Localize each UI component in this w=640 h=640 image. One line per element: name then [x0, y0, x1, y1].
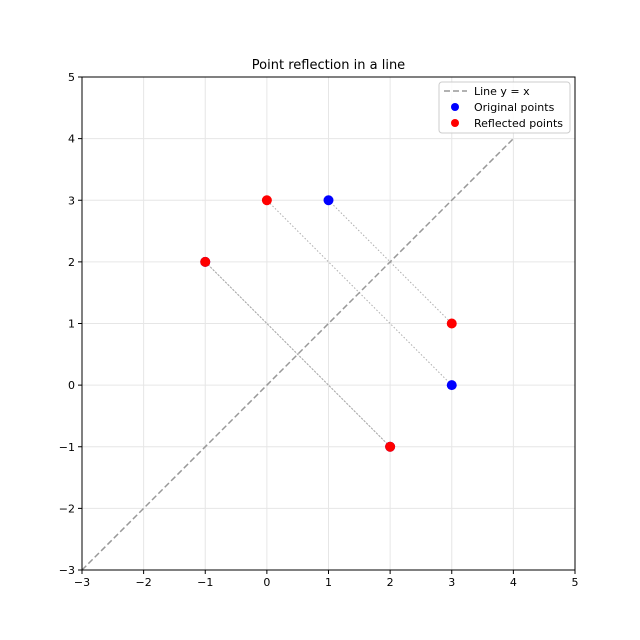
x-tick-label: −2	[136, 576, 152, 589]
y-tick-label: −2	[59, 502, 75, 515]
reflected-point	[200, 256, 211, 267]
connector-line	[328, 199, 453, 324]
original-point	[323, 195, 334, 206]
data-points	[200, 195, 457, 452]
legend-entry-original: Original points	[474, 101, 555, 114]
y-tick-label: 5	[68, 71, 75, 84]
x-tick-label: 3	[448, 576, 455, 589]
x-tick-label: 0	[263, 576, 270, 589]
y-tick-label: −3	[59, 564, 75, 577]
legend-box	[438, 81, 571, 134]
reflected-point	[385, 441, 396, 452]
line-y-equals-x	[81, 138, 514, 571]
legend: Line y = x Original points Reflected point…	[438, 81, 571, 134]
x-tick-label: 4	[510, 576, 517, 589]
axis-ticks: −3 −2 −1 0 1 2 3 4 5 −3 −2 −1 0 1 2 3 4 5	[59, 71, 579, 589]
x-tick-label: 1	[325, 576, 332, 589]
reference-line	[81, 138, 514, 571]
legend-entry-line: Line y = x	[474, 85, 530, 98]
legend-dot-marker	[451, 119, 459, 127]
x-tick-label: −1	[197, 576, 213, 589]
x-tick-label: 5	[572, 576, 579, 589]
y-tick-label: 3	[68, 194, 75, 207]
legend-entry-reflected: Reflected points	[474, 117, 563, 130]
y-tick-label: 2	[68, 256, 75, 269]
y-tick-label: 4	[68, 133, 75, 146]
x-tick-label: 2	[387, 576, 394, 589]
connector-line	[204, 261, 391, 448]
x-tick-label: −3	[74, 576, 90, 589]
reflected-point	[261, 195, 272, 206]
y-tick-label: −1	[59, 441, 75, 454]
y-tick-label: 1	[68, 318, 75, 331]
legend-dot-marker	[451, 103, 459, 111]
reflected-point	[446, 318, 457, 329]
chart-title: Point reflection in a line	[252, 58, 405, 73]
original-point	[446, 380, 457, 391]
y-tick-label: 0	[68, 379, 75, 392]
